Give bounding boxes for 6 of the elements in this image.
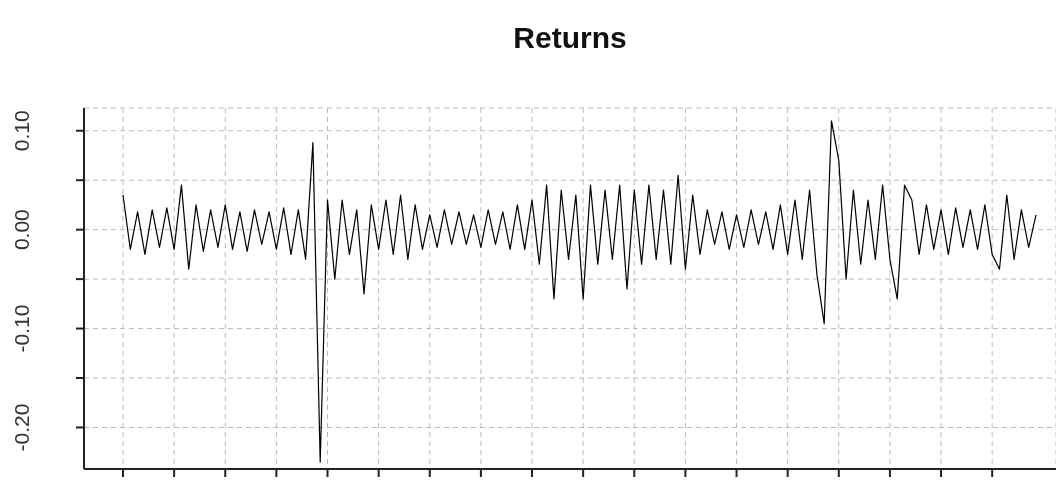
y-tick-label: -0.20 <box>10 403 34 452</box>
y-tick-label: 0.00 <box>10 209 34 251</box>
line-series <box>122 120 1037 463</box>
y-tick-label: -0.10 <box>10 304 34 353</box>
chart-title: Returns <box>512 20 628 56</box>
y-tick-label: 0.10 <box>10 110 34 152</box>
